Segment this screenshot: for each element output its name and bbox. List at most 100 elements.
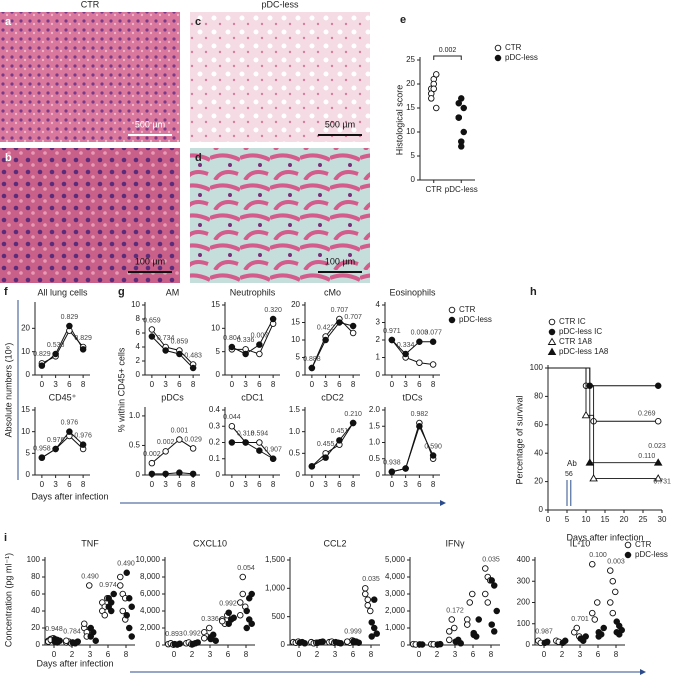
chart-title: cDC2 — [321, 392, 344, 402]
marker — [322, 454, 329, 461]
x-tick-label: 0 — [40, 380, 45, 389]
marker — [370, 596, 378, 603]
marker — [490, 628, 498, 635]
y-tick-label: 1.0 — [289, 427, 301, 436]
marker — [92, 637, 99, 645]
marker — [594, 599, 601, 606]
marker — [162, 470, 169, 478]
x-tick-label: 3 — [53, 480, 58, 489]
marker — [66, 428, 73, 435]
y-tick-label: 10 — [406, 127, 415, 136]
y-tick-label: 0 — [296, 370, 301, 379]
x-tick-label: 6 — [67, 380, 72, 389]
chart-title: tDCs — [403, 392, 423, 402]
marker — [237, 599, 244, 606]
y-tick-label: 0 — [36, 640, 41, 649]
chart-title: IL-10 — [570, 538, 591, 548]
marker — [654, 418, 662, 425]
marker — [402, 350, 409, 358]
y-tick-label: 0 — [216, 370, 221, 379]
x-tick-label: 8 — [489, 650, 494, 659]
chart-title: TNF — [81, 538, 99, 548]
y-tick-label: 0 — [216, 470, 221, 479]
series-line — [151, 472, 194, 475]
marker — [148, 459, 156, 467]
series-line — [231, 318, 274, 355]
x-tick-label: 6 — [596, 650, 601, 659]
x-tick-label: 6 — [337, 380, 342, 389]
marker — [433, 71, 440, 78]
marker — [206, 624, 213, 632]
marker — [105, 595, 112, 602]
y-tick-label: 5,000 — [385, 555, 406, 564]
legend-marker — [624, 541, 632, 549]
marker — [362, 585, 369, 592]
series-line — [311, 318, 354, 369]
legend-label: pDC-less — [505, 53, 538, 62]
marker — [69, 639, 76, 646]
series-line — [391, 339, 434, 355]
survival-line — [548, 367, 659, 479]
marker — [63, 637, 70, 645]
marker — [349, 419, 357, 427]
marker — [561, 637, 569, 645]
p-value: 0.829 — [33, 351, 51, 358]
marker — [128, 633, 135, 640]
marker — [418, 641, 426, 648]
y-tick-label: 0 — [376, 470, 381, 479]
p-value: 0.893 — [165, 631, 183, 638]
marker — [148, 470, 156, 478]
p-value: 0.829 — [74, 335, 92, 342]
legend-label: pDC-less — [635, 550, 668, 559]
x-tick-label: 3 — [163, 380, 168, 389]
marker — [123, 569, 130, 577]
chart-title: pDCs — [161, 392, 184, 402]
marker — [269, 315, 277, 323]
series-line — [231, 323, 274, 355]
x-tick-label: 3 — [208, 650, 213, 659]
chart-title: Eosinophils — [389, 287, 436, 297]
marker — [228, 423, 236, 430]
y-tick-label: 5 — [216, 347, 221, 356]
y-tick-label: 100 — [530, 363, 544, 372]
scale-label: 100 µm — [135, 256, 165, 266]
marker — [446, 628, 453, 635]
marker — [301, 640, 308, 647]
p-value: 0.490 — [117, 561, 135, 568]
y-tick-label: 0 — [26, 370, 31, 379]
x-tick-label: 6 — [471, 650, 476, 659]
marker — [490, 582, 498, 589]
series-line — [311, 422, 354, 467]
p-value: 0.336 — [237, 337, 255, 344]
chart-title: CXCL10 — [193, 538, 227, 548]
y-tick-label: 0 — [411, 175, 416, 184]
x-tick-label: 15 — [601, 515, 610, 524]
y-tick-label: 0.1 — [209, 454, 221, 463]
legend-marker — [548, 328, 556, 336]
series-line — [391, 424, 434, 473]
x-tick-label: 0 — [40, 480, 45, 489]
y-tick-label: 0 — [136, 470, 141, 479]
x-tick-label: 0 — [230, 480, 235, 489]
y-tick-label: 20 — [31, 623, 40, 632]
marker — [388, 468, 396, 476]
marker — [243, 624, 250, 632]
legend-label: CTR — [505, 43, 522, 52]
x-tick-label: 2 — [190, 650, 195, 659]
y-tick-label: 20 — [534, 477, 543, 486]
p-value: 0.659 — [143, 317, 161, 324]
marker — [466, 599, 474, 606]
marker — [448, 616, 456, 623]
marker — [493, 607, 500, 615]
p-value: 0.859 — [171, 338, 189, 345]
p-value: 0.784 — [63, 629, 81, 636]
marker — [228, 439, 236, 446]
p-value: 0.451 — [331, 428, 349, 435]
marker — [87, 624, 94, 632]
marker — [349, 329, 357, 337]
marker — [482, 565, 489, 572]
chart-title: AM — [166, 287, 180, 297]
x-tick-label: 8 — [614, 650, 619, 659]
series-line — [41, 430, 84, 459]
x-tick-label: 3 — [323, 480, 328, 489]
